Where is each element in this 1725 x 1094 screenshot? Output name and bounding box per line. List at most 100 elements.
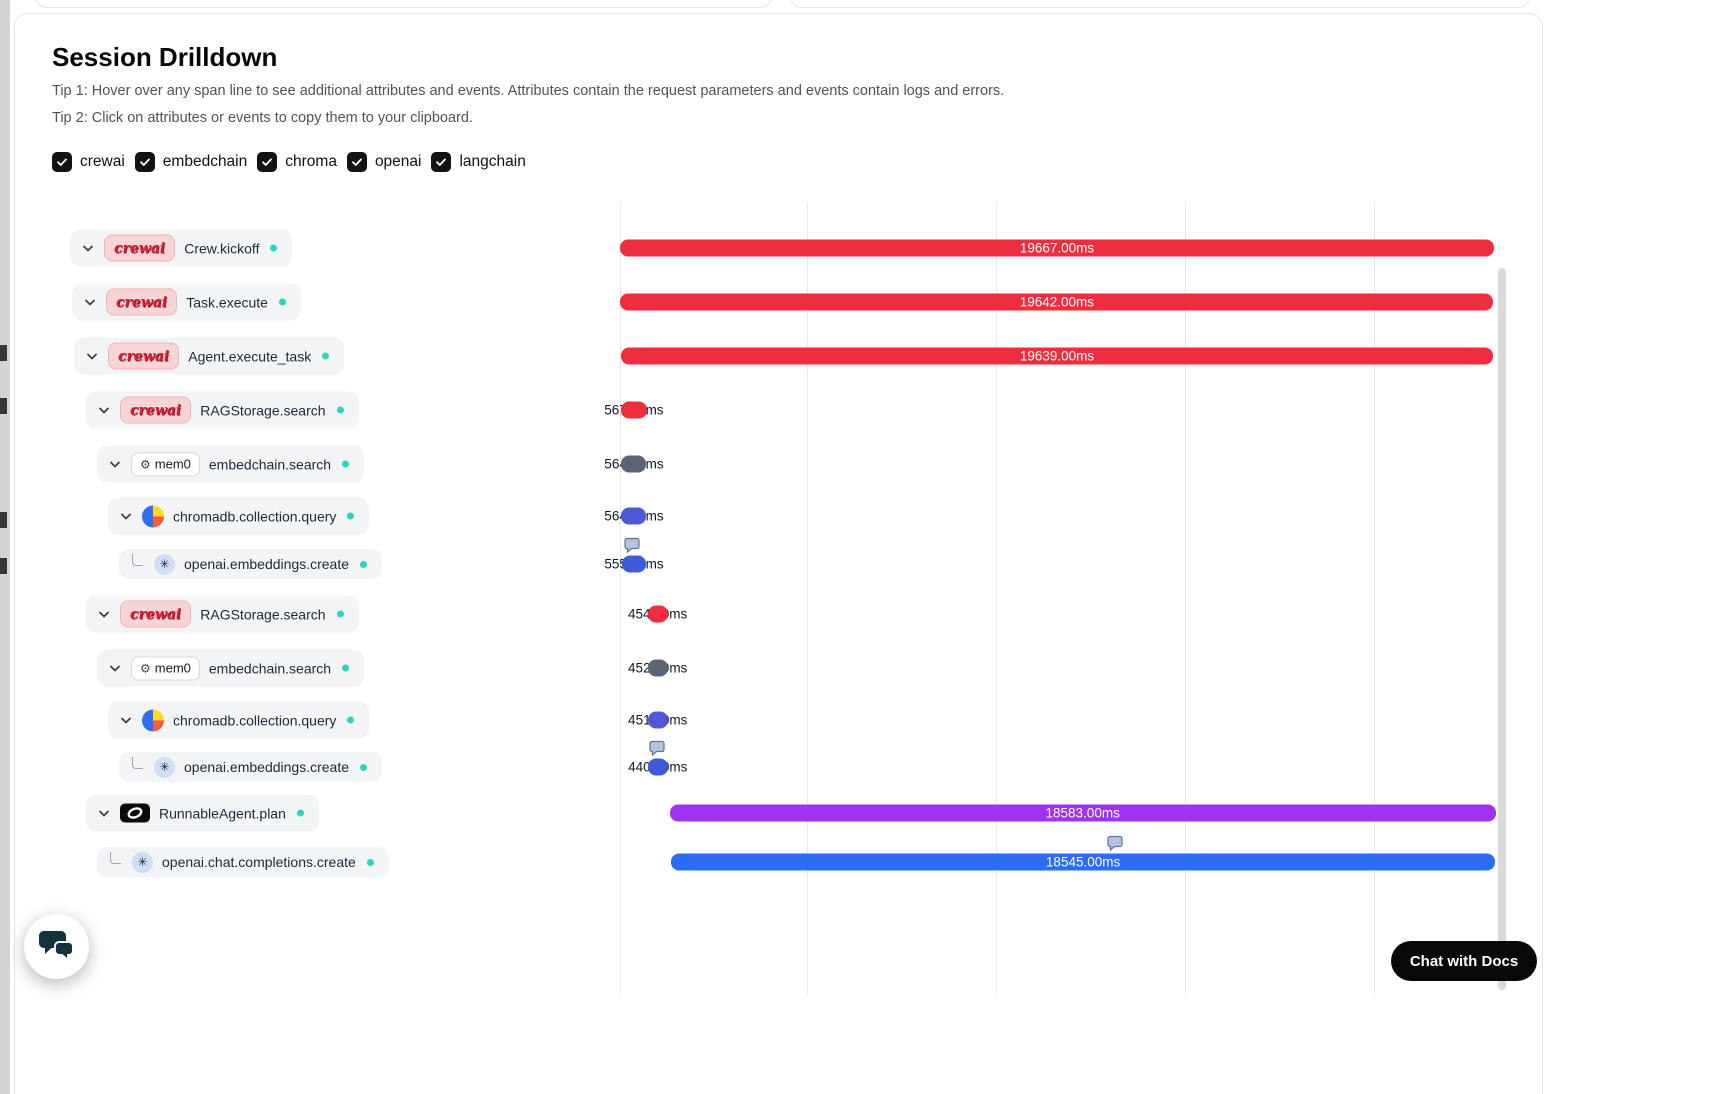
- span-duration-bar[interactable]: [647, 711, 668, 729]
- event-bubble-icon[interactable]: [649, 740, 665, 761]
- status-dot: [342, 664, 350, 672]
- chat-bubbles-icon: [38, 930, 75, 964]
- span-name-label: RAGStorage.search: [200, 606, 326, 622]
- span-label-pill[interactable]: chromadb.collection.query: [108, 497, 370, 535]
- span-duration-label: 19642.00ms: [1019, 294, 1095, 310]
- span-name-label: embedchain.search: [208, 456, 332, 472]
- span-label-pill[interactable]: chromadb.collection.query: [108, 701, 370, 739]
- openai-icon: ✳: [154, 756, 175, 778]
- chevron-down-icon[interactable]: [97, 806, 111, 820]
- span-label-pill[interactable]: RunnableAgent.plan: [86, 794, 319, 832]
- trace-waterfall: crewai Crew.kickoff 19667.00ms crewai Task.e…: [0, 221, 1542, 887]
- filter-openai[interactable]: openai: [346, 152, 421, 172]
- chevron-down-icon[interactable]: [108, 457, 122, 471]
- span-name-label: openai.embeddings.create: [184, 556, 350, 572]
- tree-elbow-connector: [132, 554, 143, 566]
- filter-chroma[interactable]: chroma: [257, 152, 337, 172]
- status-dot: [336, 610, 344, 618]
- top-card-left: [35, 0, 772, 8]
- filter-label-langchain: langchain: [459, 153, 526, 170]
- chat-with-docs-button[interactable]: Chat with Docs: [1391, 941, 1537, 981]
- span-label-pill[interactable]: ⚙ mem0 embedchain.search: [97, 649, 365, 687]
- span-label-pill[interactable]: crewai RAGStorage.search: [86, 391, 359, 429]
- left-edge-artifact: [0, 345, 7, 361]
- span-duration-bar[interactable]: 18583.00ms: [669, 804, 1496, 822]
- span-label-pill[interactable]: crewai Crew.kickoff: [70, 229, 293, 267]
- span-label-pill[interactable]: crewai RAGStorage.search: [86, 595, 359, 633]
- chevron-down-icon[interactable]: [108, 661, 122, 675]
- filter-label-embedchain: embedchain: [162, 153, 248, 170]
- checkbox-embedchain[interactable]: [134, 152, 155, 172]
- checkbox-crewai[interactable]: [52, 152, 72, 172]
- event-bubble-icon[interactable]: [1107, 835, 1123, 856]
- span-row: chromadb.collection.query451.00ms: [0, 695, 1542, 745]
- span-name-label: Task.execute: [186, 294, 268, 310]
- chevron-down-icon[interactable]: [119, 713, 133, 727]
- checkbox-openai[interactable]: [346, 152, 367, 172]
- page-left-edge-strip: [0, 0, 10, 1094]
- chroma-icon: [142, 709, 164, 731]
- waterfall-scrollbar-thumb[interactable]: [1498, 268, 1506, 990]
- span-row: chromadb.collection.query564.00ms: [0, 491, 1542, 541]
- span-duration-bar[interactable]: 19667.00ms: [620, 239, 1494, 257]
- crewai-logo-badge: crewai: [104, 234, 176, 262]
- span-name-label: Crew.kickoff: [184, 240, 260, 256]
- span-row: crewai Crew.kickoff 19667.00ms: [0, 221, 1542, 275]
- mem0-gear-icon: ⚙: [140, 661, 151, 675]
- span-duration-bar[interactable]: [621, 455, 647, 473]
- span-duration-bar[interactable]: [647, 758, 668, 776]
- checkbox-langchain[interactable]: [431, 152, 452, 172]
- span-duration-bar[interactable]: 18545.00ms: [671, 853, 1496, 871]
- span-label-pill[interactable]: crewai Agent.execute_task: [74, 337, 345, 375]
- span-label-pill[interactable]: ✳ openai.embeddings.create: [119, 752, 383, 782]
- span-label-pill[interactable]: crewai Task.execute: [72, 283, 301, 321]
- crewai-logo-badge: crewai: [108, 342, 180, 370]
- span-name-label: chromadb.collection.query: [173, 712, 337, 728]
- checkbox-chroma[interactable]: [257, 152, 278, 172]
- filter-embedchain[interactable]: embedchain: [134, 152, 248, 172]
- status-dot: [336, 406, 344, 414]
- span-row: ✳openai.embeddings.create440.00ms: [0, 740, 1542, 789]
- span-duration-bar[interactable]: [647, 605, 668, 623]
- chevron-down-icon[interactable]: [83, 295, 97, 309]
- top-card-right: [790, 0, 1530, 8]
- chat-widget-button[interactable]: [24, 914, 89, 979]
- mem0-badge-text: mem0: [154, 660, 191, 676]
- vendor-filter-row: crewai embedchain chroma openai langchain: [52, 152, 526, 172]
- mem0-logo-badge: ⚙ mem0: [131, 656, 200, 680]
- event-bubble-icon[interactable]: [624, 537, 640, 558]
- span-duration-bar[interactable]: [647, 659, 668, 677]
- span-label-pill[interactable]: ✳ openai.chat.completions.create: [97, 847, 389, 877]
- filter-langchain[interactable]: langchain: [431, 152, 526, 172]
- openai-icon: ✳: [154, 553, 175, 575]
- waterfall-gridlines: [0, 202, 1542, 994]
- chevron-down-icon[interactable]: [85, 349, 99, 363]
- status-dot: [347, 512, 355, 520]
- mem0-logo-badge: ⚙ mem0: [131, 452, 200, 476]
- span-label-pill[interactable]: ⚙ mem0 embedchain.search: [97, 445, 365, 483]
- left-edge-artifact: [0, 558, 7, 574]
- span-duration-bar[interactable]: 19642.00ms: [620, 293, 1494, 311]
- span-name-label: RunnableAgent.plan: [159, 805, 286, 821]
- span-label-pill[interactable]: ✳ openai.embeddings.create: [119, 549, 383, 579]
- span-duration-bar[interactable]: [621, 555, 647, 573]
- chevron-down-icon[interactable]: [119, 509, 133, 523]
- mem0-badge-text: mem0: [154, 456, 191, 472]
- gridline: [996, 202, 997, 994]
- chevron-down-icon[interactable]: [97, 607, 111, 621]
- span-name-label: chromadb.collection.query: [173, 508, 337, 524]
- crewai-logo-badge: crewai: [120, 600, 192, 628]
- chroma-icon: [142, 505, 164, 527]
- gridline: [807, 202, 808, 994]
- span-duration-label: 18545.00ms: [1045, 854, 1121, 870]
- span-duration-bar[interactable]: 19639.00ms: [620, 347, 1494, 365]
- crewai-logo-badge: crewai: [120, 396, 192, 424]
- mem0-gear-icon: ⚙: [140, 457, 151, 471]
- status-dot: [347, 716, 355, 724]
- chevron-down-icon[interactable]: [81, 241, 95, 255]
- span-duration-bar[interactable]: [621, 507, 647, 525]
- span-duration-bar[interactable]: [621, 401, 647, 419]
- status-dot: [270, 244, 278, 252]
- filter-crewai[interactable]: crewai: [52, 152, 125, 172]
- chevron-down-icon[interactable]: [97, 403, 111, 417]
